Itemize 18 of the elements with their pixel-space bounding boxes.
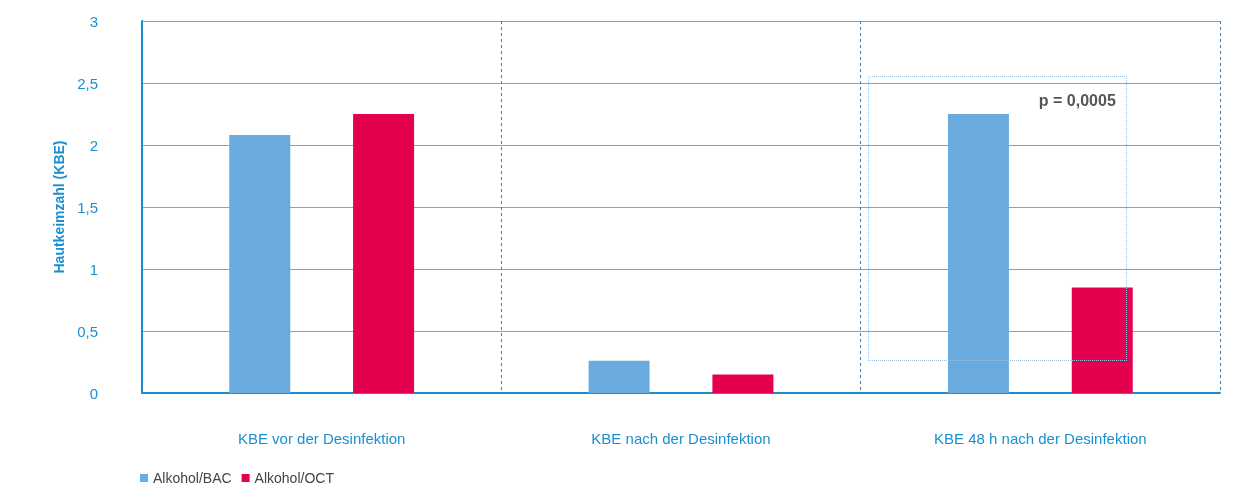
y-tick-label: 1,5 — [77, 198, 98, 216]
bar — [1071, 287, 1133, 393]
bar — [588, 360, 650, 393]
legend-label: Alkohol/BAC — [153, 470, 232, 486]
bar — [353, 114, 415, 393]
y-tick-label: 1 — [89, 260, 98, 278]
bar — [712, 374, 774, 393]
legend-label: Alkohol/OCT — [254, 470, 335, 486]
y-axis-title: Hautkeimzahl (KBE) — [51, 140, 68, 274]
y-tick-label: 0,5 — [77, 322, 98, 340]
x-tick-label: KBE vor der Desinfektion — [237, 430, 406, 447]
annotation: p = 0,0005 — [1038, 91, 1116, 110]
y-tick-label: 0 — [89, 384, 98, 402]
y-tick-label: 2,5 — [77, 74, 98, 92]
y-tick-label: 2 — [89, 136, 98, 154]
y-tick-label: 3 — [89, 12, 98, 30]
x-tick-label: KBE nach der Desinfektion — [591, 430, 771, 447]
x-tick-label: KBE 48 h nach der Desinfektion — [934, 430, 1147, 447]
